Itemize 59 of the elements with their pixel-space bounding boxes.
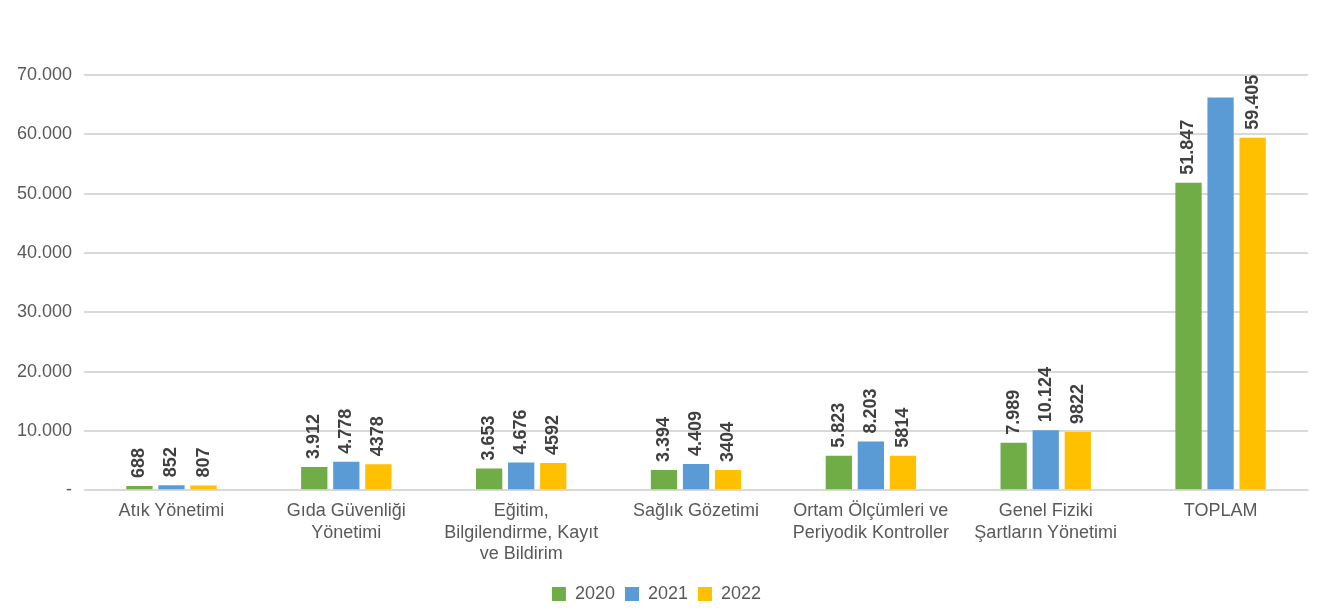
bar [1032,430,1059,490]
data-label: 5814 [891,407,912,448]
bar [1064,431,1091,490]
data-label: 688 [128,448,149,479]
bar [682,464,710,490]
y-tick-label: 60.000 [16,123,73,144]
data-label: 51.847 [1177,119,1198,175]
data-label: 10.124 [1034,367,1055,423]
data-label: 4.409 [685,411,705,457]
bar [333,461,360,490]
bar [301,467,328,490]
legend-label: 2021 [647,582,689,603]
data-label: 3.394 [652,417,673,463]
bar [475,468,503,490]
y-tick-label: - [66,479,73,500]
data-label: 852 [160,447,181,478]
bar [508,462,535,490]
legend-label: 2022 [721,582,762,603]
bar [158,485,185,490]
data-label: 3.653 [478,415,499,461]
bar [540,462,567,490]
bar [825,455,852,490]
x-tick-label: Eğitim, Bilgilendirme, Kayıt ve Bildirim [444,499,599,564]
x-tick-label: Sağlık Gözetimi [633,499,760,520]
bar [714,470,742,490]
data-label: 4.778 [335,408,356,454]
data-label: 4.676 [510,409,531,455]
x-tick-label: TOPLAM [1183,499,1258,520]
y-tick-label: 40.000 [16,241,73,262]
bar [1000,442,1027,490]
x-tick-label: Genel Fiziki Şartların Yönetimi [974,499,1118,542]
y-tick-label: 10.000 [16,419,73,440]
x-tick-label: Ortam Ölçümleri ve Periyodik Kontroller [792,499,949,542]
data-label: 807 [192,447,213,478]
bar [857,441,885,490]
bar [365,464,392,490]
bar [126,486,153,490]
x-tick-label: Gıda Güvenliği Yönetimi [286,499,406,542]
legend-label: 2020 [574,582,615,603]
bar [1207,97,1234,490]
bar [1239,137,1266,490]
data-label: 4378 [367,416,388,457]
data-label: 9822 [1066,383,1087,424]
data-label: 3.912 [303,413,324,459]
data-label: 7.989 [1002,389,1023,435]
y-tick-label: 20.000 [16,360,73,381]
bar [889,455,917,490]
y-tick-label: 30.000 [16,301,73,322]
y-tick-label: 50.000 [16,182,73,203]
x-tick-label: Atık Yönetimi [118,499,225,520]
bar [190,485,217,490]
data-label: 4592 [542,414,563,455]
bar [1175,182,1202,490]
data-label: 59.405 [1241,74,1262,130]
data-label: 5.823 [827,402,848,448]
bar [650,470,678,490]
y-tick-label: 70.000 [16,63,73,84]
data-label: 3404 [717,421,738,463]
data-label: 8.203 [859,388,880,434]
